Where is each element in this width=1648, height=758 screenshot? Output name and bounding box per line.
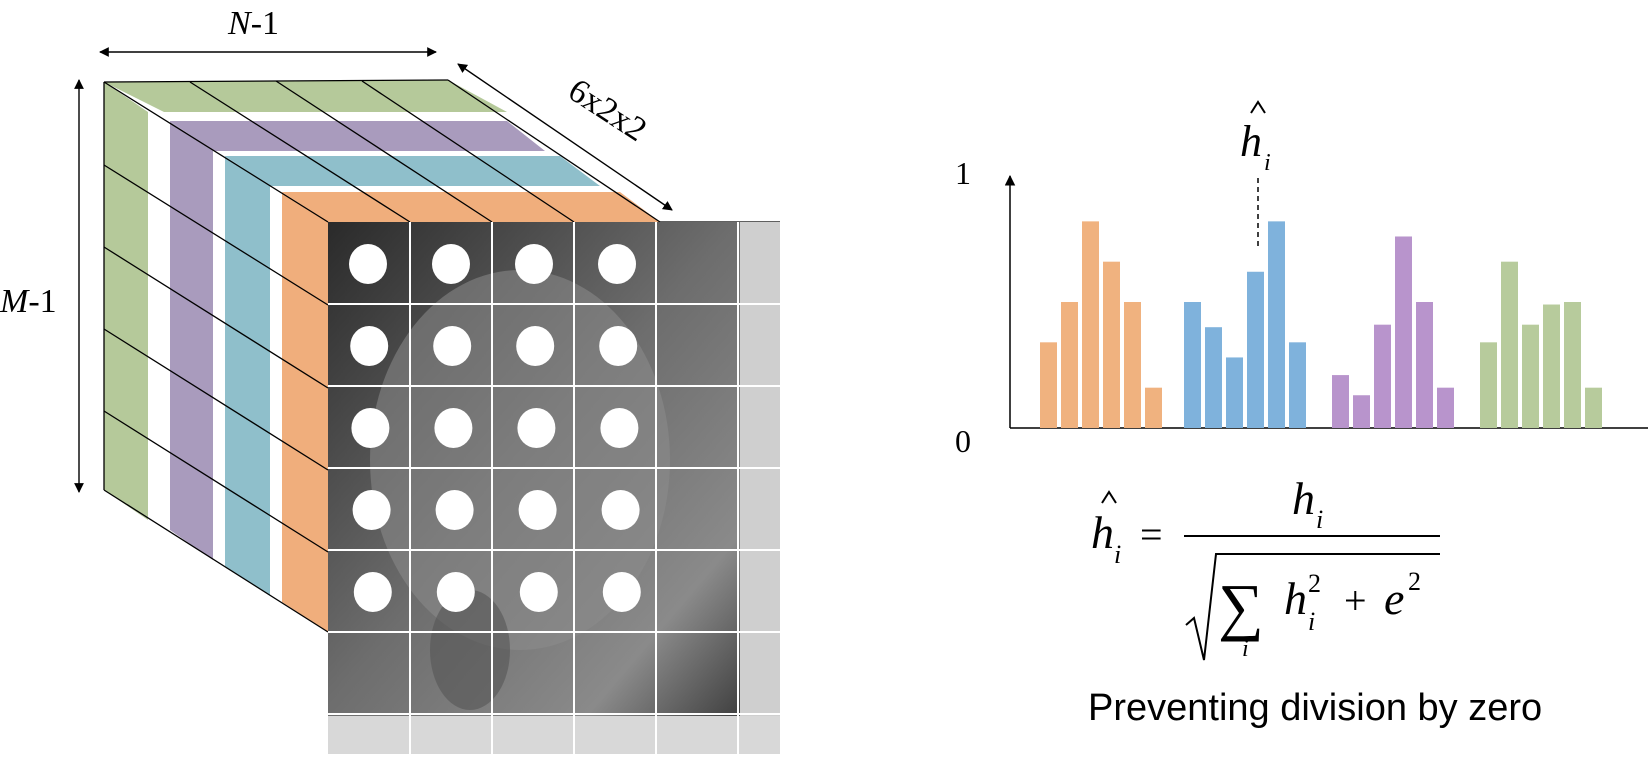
y-tick-top: 1 [955,155,971,191]
y-tick-bottom: 0 [955,423,971,459]
grid-dot [351,408,390,448]
histogram-bar [1395,236,1412,428]
lhs-sub: i [1114,540,1121,569]
histogram-bar [1082,221,1099,428]
lhs-hat [1101,490,1117,504]
annotation-sub: i [1264,150,1271,176]
height-label-rest: -1 [28,283,56,320]
histogram-bar [1040,342,1057,428]
annotation-var: h [1240,117,1262,166]
histogram-bar [1205,327,1222,428]
histogram-bar [1353,395,1370,428]
histogram-bar [1226,357,1243,428]
grid-dot [601,490,640,530]
photo-face [328,222,780,754]
feature-cube: N-1 M-1 6x2x2 [0,5,780,754]
histogram-bar [1145,387,1162,428]
grid-dot [435,490,474,530]
term-sub: i [1308,607,1315,636]
grid-dot [349,244,387,284]
grid-dot [519,572,558,612]
depth-label: 6x2x2 [562,72,653,149]
sum-symbol: ∑ [1218,571,1264,642]
grid-dot [599,326,638,366]
histogram-bar [1585,387,1602,428]
grid-dot [602,572,641,612]
annotation-hhat: h i [1240,100,1271,176]
grid-dot [515,244,553,284]
cell-grid [328,222,780,754]
numerator-var: h [1292,473,1315,524]
eps-var: e [1384,573,1404,624]
depth-arrow [457,63,673,211]
histogram-bar [1374,324,1391,428]
grid-dot [353,572,392,612]
caption: Preventing division by zero [1088,687,1542,729]
grid-dot [517,408,556,448]
cube-side-lines [103,82,329,633]
histogram-bar [1103,261,1120,428]
histogram-bars [1040,221,1602,428]
height-label-var: M [0,283,30,320]
sum-index: i [1242,636,1249,662]
lhs-var: h [1091,507,1114,558]
hat-mark [1250,100,1266,114]
cell-dots [349,244,641,612]
histogram-bar [1564,302,1581,428]
histogram-bar [1522,324,1539,428]
sqrt-sign [1185,553,1440,661]
histogram-bar [1543,304,1560,428]
histogram-bar [1332,375,1349,428]
grid-dot [350,326,389,366]
histogram-bar [1480,342,1497,428]
width-label-rest: -1 [251,5,279,42]
normalization-formula: h i = h i ∑ i h i 2 + e 2 [1091,473,1440,662]
numerator-sub: i [1316,505,1323,534]
term-var: h [1284,573,1307,624]
histogram: 1 0 h i [955,100,1648,459]
grid-dot [518,490,557,530]
histogram-bar [1416,302,1433,428]
plus-sign: + [1344,578,1367,623]
height-label: M-1 [0,283,57,320]
width-label: N-1 [227,5,279,42]
layer-green [104,80,507,520]
histogram-bar [1437,387,1454,428]
grid-dot [434,408,473,448]
eps-exp: 2 [1408,567,1421,596]
grid-dot [436,572,475,612]
histogram-bar [1247,271,1264,428]
histogram-bar [1501,261,1518,428]
histogram-bar [1061,302,1078,428]
grid-dot [600,408,639,448]
term-exp: 2 [1308,569,1321,598]
grid-dot [598,244,636,284]
grid-dot [433,326,472,366]
width-label-var: N [227,5,253,42]
histogram-bar [1289,342,1306,428]
histogram-bar [1124,302,1141,428]
histogram-bar [1184,302,1201,428]
grid-dot [352,490,391,530]
grid-dot [432,244,470,284]
grid-dot [516,326,555,366]
equals-sign: = [1140,512,1163,557]
histogram-bar [1268,221,1285,428]
